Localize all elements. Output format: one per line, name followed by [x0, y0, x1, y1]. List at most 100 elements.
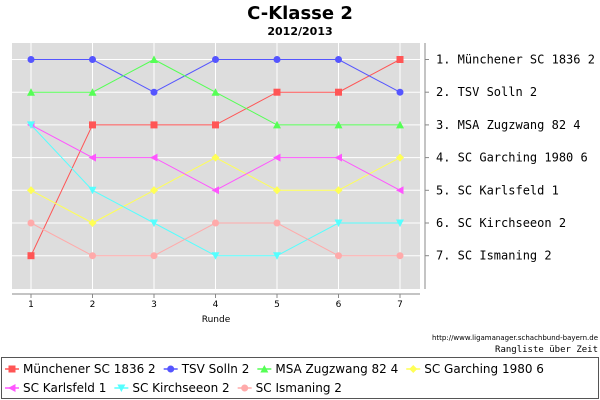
- chart-subtitle: 2012/2013: [267, 25, 332, 38]
- data-point: [334, 186, 343, 195]
- legend-marker: [167, 365, 175, 373]
- rank-label: 4. SC Garching 1980 6: [436, 151, 588, 165]
- legend-label: Münchener SC 1836 2: [23, 362, 156, 376]
- legend-label: TSV Solln 2: [181, 362, 250, 376]
- data-point: [334, 153, 342, 162]
- data-point: [88, 219, 97, 227]
- legend-item: MSA Zugzwang 82 4: [257, 362, 398, 376]
- data-point: [273, 153, 281, 162]
- chart-title: C-Klasse 2: [247, 3, 353, 24]
- data-point: [27, 219, 35, 227]
- series-2: [27, 56, 404, 96]
- data-point: [273, 88, 281, 96]
- series-lines: [27, 55, 404, 260]
- data-point: [89, 121, 96, 129]
- data-point: [396, 88, 404, 96]
- series-6: [27, 121, 404, 260]
- data-point: [211, 88, 220, 96]
- legend-label: SC Kirchseeon 2: [132, 381, 229, 395]
- data-point: [212, 219, 219, 227]
- data-point: [273, 252, 281, 260]
- source-url: http://www.ligamanager.schachbund-bayern…: [432, 334, 598, 342]
- data-point: [273, 219, 281, 227]
- series-4: [27, 153, 404, 227]
- data-point: [396, 56, 404, 63]
- data-point: [88, 153, 96, 162]
- x-tick-label: 2: [90, 300, 96, 310]
- rank-axis-ticks: 1. Münchener SC 1836 2 2. TSV Solln 2 3. M…: [425, 53, 595, 263]
- legend-label: MSA Zugzwang 82 4: [275, 362, 398, 376]
- legend-marker: [409, 365, 418, 373]
- data-point: [27, 186, 35, 195]
- x-tick-label: 4: [213, 300, 219, 310]
- legend-item: TSV Solln 2: [163, 362, 250, 376]
- data-point: [150, 153, 158, 162]
- series-3: [27, 55, 404, 129]
- legend-label: SC Ismaning 2: [256, 381, 342, 395]
- legend-item: SC Garching 1980 6: [406, 362, 544, 376]
- data-point: [335, 252, 342, 260]
- legend-item: SC Kirchseeon 2: [114, 381, 230, 395]
- x-axis-label: Runde: [202, 315, 231, 325]
- legend-item: SC Ismaning 2: [237, 381, 342, 395]
- data-point: [211, 153, 220, 162]
- x-tick-label: 5: [274, 300, 280, 310]
- x-tick-label: 7: [397, 300, 403, 310]
- data-point: [27, 56, 35, 63]
- data-point: [396, 219, 404, 227]
- data-point: [150, 252, 158, 260]
- legend-marker: [241, 384, 249, 392]
- chart-caption: Rangliste über Zeit: [495, 345, 598, 355]
- legend-box: [1, 357, 599, 399]
- data-point: [211, 252, 220, 260]
- data-point: [88, 186, 97, 195]
- rank-label: 1. Münchener SC 1836 2: [436, 53, 595, 67]
- legend-label: SC Karlsfeld 1: [23, 381, 106, 395]
- data-point: [89, 56, 96, 63]
- data-point: [27, 88, 35, 96]
- data-point: [150, 186, 158, 195]
- legend-marker: [8, 365, 16, 373]
- series-1: [27, 56, 404, 260]
- x-axis-ticks: 1 2 3 4 5 6 7: [28, 294, 403, 310]
- legend: Münchener SC 1836 2 TSV Solln 2 MSA Zugzwa…: [5, 362, 544, 395]
- legend-marker: [117, 384, 126, 392]
- data-point: [273, 186, 281, 195]
- data-point: [335, 88, 342, 96]
- data-point: [150, 88, 158, 96]
- x-tick-label: 1: [28, 300, 34, 310]
- data-point: [273, 120, 281, 129]
- data-point: [27, 121, 35, 129]
- legend-item: Münchener SC 1836 2: [5, 362, 156, 376]
- rank-label: 2. TSV Solln 2: [436, 85, 537, 99]
- data-point: [396, 186, 404, 195]
- legend-marker: [260, 365, 269, 373]
- data-point: [396, 153, 404, 162]
- data-point: [212, 56, 219, 63]
- data-point: [89, 252, 96, 260]
- rank-label: 5. SC Karlsfeld 1: [436, 183, 559, 197]
- rank-label: 6. SC Kirchseeon 2: [436, 216, 566, 230]
- legend-item: SC Karlsfeld 1: [5, 381, 106, 395]
- data-point: [273, 56, 281, 63]
- data-point: [211, 186, 219, 195]
- x-tick-label: 6: [336, 300, 342, 310]
- legend-label: SC Garching 1980 6: [424, 362, 544, 376]
- series-7: [27, 219, 404, 260]
- rank-label: 3. MSA Zugzwang 82 4: [436, 118, 581, 132]
- data-point: [212, 121, 219, 129]
- data-point: [88, 88, 97, 96]
- data-point: [150, 55, 158, 63]
- data-point: [334, 120, 343, 129]
- data-point: [396, 120, 404, 129]
- data-point: [27, 252, 35, 260]
- rank-label: 7. SC Ismaning 2: [436, 249, 552, 263]
- data-point: [396, 252, 404, 260]
- x-tick-label: 3: [151, 300, 157, 310]
- data-point: [334, 219, 343, 227]
- data-point: [150, 121, 158, 129]
- data-point: [150, 219, 158, 227]
- data-point: [335, 56, 342, 63]
- legend-marker: [8, 384, 16, 392]
